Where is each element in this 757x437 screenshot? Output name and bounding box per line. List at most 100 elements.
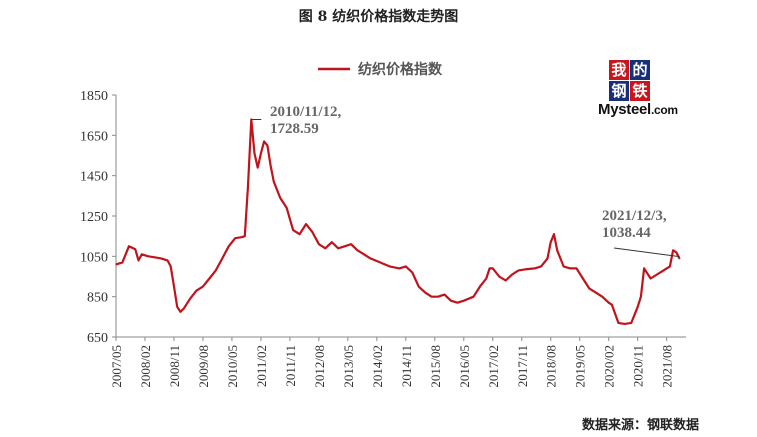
annotation-label-latest: 1038.44 (602, 225, 651, 241)
x-tick-label: 2013/05 (341, 345, 356, 388)
y-tick-label: 1650 (80, 129, 108, 144)
series-point (479, 286, 481, 288)
series-point (443, 294, 446, 296)
series-point (141, 253, 143, 255)
series-point (173, 286, 175, 288)
x-tick-label: 2011/02 (254, 345, 269, 387)
series-point (431, 296, 433, 298)
logo-char-1: 我 (609, 60, 629, 80)
series-point (540, 265, 542, 267)
series-point (418, 286, 420, 288)
series-point (611, 304, 613, 306)
x-tick-label: 2021/08 (660, 345, 675, 388)
series-point (489, 267, 491, 269)
series-point (524, 268, 526, 270)
series-line-1 (115, 118, 681, 325)
series-point (299, 233, 301, 235)
x-tick-label: 2014/02 (370, 345, 385, 388)
series-point (208, 277, 210, 280)
series-point (553, 233, 555, 235)
series-point (128, 245, 130, 247)
series-point (189, 298, 191, 300)
logo-char-3: 钢 (609, 81, 629, 101)
series-point (588, 288, 591, 290)
y-tick-label: 850 (87, 291, 108, 306)
series-point (517, 269, 520, 271)
mysteel-logo: 我 的 钢 铁 Mysteel.com (598, 58, 688, 120)
series-point (437, 296, 439, 298)
x-tick-label: 2016/05 (457, 345, 472, 388)
series-point (640, 296, 642, 298)
series-point (472, 296, 475, 298)
series-point (305, 223, 307, 225)
series-point (456, 302, 458, 304)
series-point (253, 152, 256, 155)
series-point (575, 267, 578, 269)
x-tick-label: 2012/08 (312, 345, 327, 388)
series-point (260, 152, 262, 155)
series-point (643, 267, 645, 269)
series-point (505, 279, 507, 282)
annotation-label-peak: 1728.59 (270, 121, 319, 137)
y-tick-label: 1450 (80, 170, 108, 185)
series-point (411, 271, 413, 274)
series-point (183, 308, 185, 310)
series-point (244, 235, 246, 237)
series-point (398, 267, 400, 269)
series-point (424, 292, 426, 294)
series-point (147, 255, 149, 257)
series-point (405, 265, 407, 267)
series-point (160, 257, 162, 259)
series-point (624, 323, 626, 325)
series-point (637, 306, 639, 308)
series-point (337, 247, 339, 249)
series-point (630, 322, 632, 324)
series-point (257, 167, 259, 169)
x-tick-label: 2019/05 (573, 345, 588, 388)
series-point (662, 269, 665, 271)
series-point (154, 256, 156, 258)
series-point (247, 185, 249, 187)
series-point (534, 267, 536, 269)
logo-wordmark-text: Mysteel (598, 101, 651, 118)
series-point (215, 269, 217, 271)
series-point (228, 245, 230, 247)
series-point (492, 267, 494, 269)
annotation-leader-latest (613, 247, 680, 258)
series-point (601, 296, 603, 298)
series-point (633, 314, 636, 316)
series-point (485, 277, 487, 280)
series-point (166, 259, 169, 261)
x-tick-label: 2008/02 (138, 345, 153, 388)
series-point (363, 253, 365, 255)
series-point (679, 258, 681, 260)
series-point (463, 300, 465, 302)
y-tick-label: 650 (87, 331, 108, 346)
series-point (350, 243, 352, 245)
series-point (137, 259, 140, 261)
series-point (331, 241, 333, 243)
x-tick-label: 2009/08 (196, 345, 211, 388)
series-point (546, 257, 549, 259)
series-point (266, 144, 268, 146)
series-point (179, 311, 181, 313)
logo-wordmark: Mysteel.com (598, 101, 678, 118)
source-note: 数据来源：钢联数据 (581, 418, 699, 433)
x-tick-label: 2008/11 (167, 345, 182, 387)
annotation-label-latest: 2021/12/3, (602, 208, 667, 224)
series-point (569, 267, 571, 269)
x-tick-label: 2007/05 (109, 345, 124, 388)
x-tick-label: 2017/11 (515, 345, 530, 387)
series-point (121, 261, 123, 263)
y-tick-label: 1850 (80, 89, 108, 104)
series-point (318, 243, 320, 245)
annotation-label-peak: 2010/11/12, (270, 104, 342, 120)
x-tick-label: 2014/11 (399, 345, 414, 387)
series-point (379, 261, 381, 263)
series-point (270, 165, 272, 167)
series-point (344, 245, 346, 247)
logo-char-2: 的 (630, 60, 650, 80)
series-point (582, 277, 584, 280)
series-point (234, 237, 236, 239)
series-point (389, 265, 391, 267)
